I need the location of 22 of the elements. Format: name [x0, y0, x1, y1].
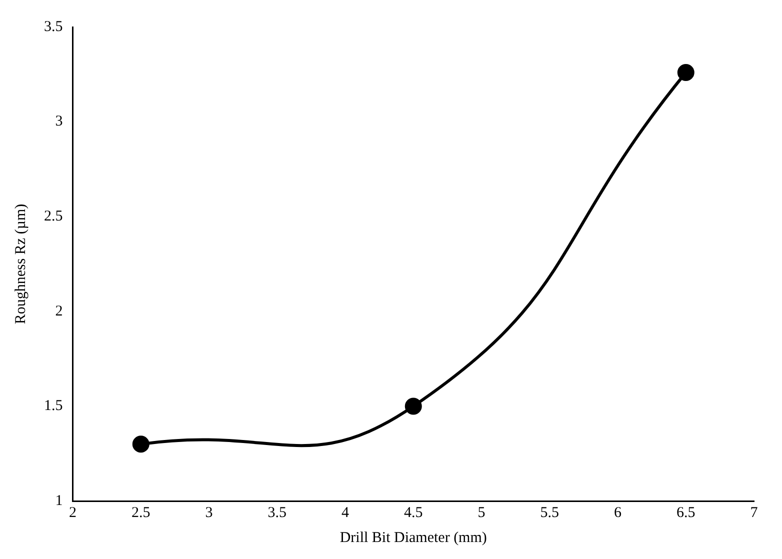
x-tick-label: 5.5	[540, 504, 559, 521]
x-tick-label: 4.5	[404, 504, 423, 521]
x-tick-label: 7	[750, 504, 758, 521]
x-tick-label: 2.5	[132, 504, 150, 521]
x-tick-label: 4	[342, 504, 350, 521]
y-tick-label: 2.5	[44, 208, 63, 225]
point	[677, 64, 694, 82]
x-axis-title: Drill Bit Diameter (mm)	[340, 530, 487, 546]
x-tick-label: 5	[478, 504, 486, 521]
y-tick-label: 3.5	[44, 18, 63, 35]
point	[132, 436, 150, 453]
point	[404, 398, 422, 415]
y-tick-label: 1	[55, 492, 63, 509]
y-tick-label: 3	[55, 114, 63, 130]
x-tick-label: 6	[614, 504, 622, 521]
y-axis-title: Roughness Rz (µm)	[12, 204, 29, 324]
y-tick-label: 2	[55, 303, 63, 320]
y-tick-label: 1.5	[44, 398, 63, 414]
x-tick-label: 3	[205, 504, 213, 521]
x-tick-label: 3.5	[268, 504, 286, 521]
x-tick-label: 2	[69, 504, 76, 521]
x-tick-label: 6.5	[676, 504, 696, 521]
